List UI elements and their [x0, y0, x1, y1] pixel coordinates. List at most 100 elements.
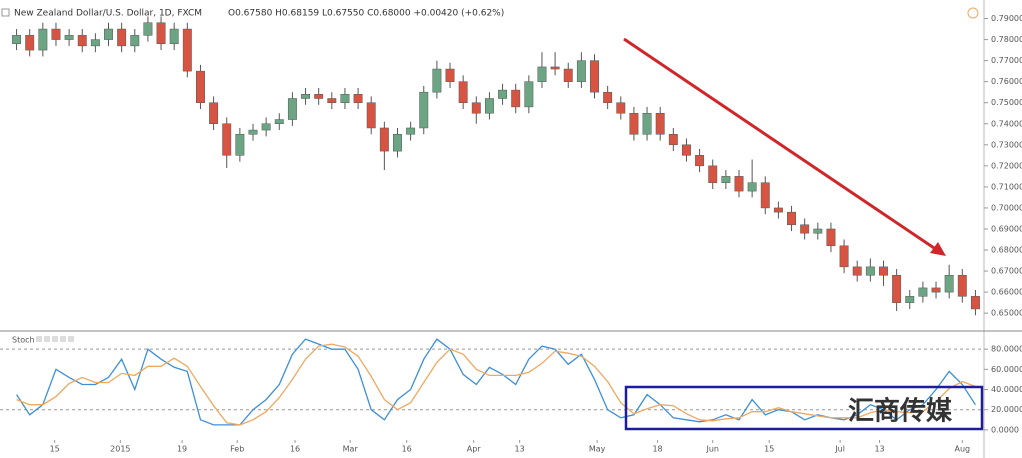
x-tick-label: 19: [177, 445, 187, 454]
candle-body: [918, 287, 928, 297]
y-tick-label: 80.0000: [991, 345, 1022, 354]
x-tick-label: Mar: [343, 445, 359, 454]
candle-body: [944, 275, 954, 293]
candle-body: [642, 112, 652, 135]
x-tick-label: Jun: [705, 445, 719, 454]
candle-body: [734, 176, 744, 192]
y-tick-label: 0.70000: [991, 203, 1022, 212]
y-tick-label: 0.78000: [991, 35, 1022, 44]
y-tick-label: 0.79000: [991, 14, 1022, 23]
candle-body: [235, 134, 245, 156]
y-tick-label: 60.0000: [991, 365, 1022, 374]
menu-icon[interactable]: [1, 8, 10, 17]
candle-body: [668, 134, 678, 146]
x-tick-label: Apr: [467, 445, 482, 454]
candle-body: [892, 275, 902, 303]
x-tick-label: 13: [874, 445, 884, 454]
y-tick-label: 0.65000: [991, 309, 1022, 318]
y-tick-label: 0.73000: [991, 140, 1022, 149]
x-tick-label: Aug: [954, 445, 970, 454]
info-icon[interactable]: [967, 7, 979, 19]
candle-body: [366, 102, 376, 129]
x-tick-label: 15: [50, 445, 60, 454]
candle-body: [287, 98, 297, 120]
trend-arrow: [623, 37, 941, 254]
y-tick-label: 0.77000: [991, 56, 1022, 65]
candle-body: [90, 39, 100, 47]
candle-body: [222, 123, 232, 156]
stoch-line: [16, 343, 976, 426]
y-tick-label: 0.72000: [991, 161, 1022, 170]
y-tick-label: 0.66000: [991, 288, 1022, 297]
candle-body: [38, 28, 48, 51]
candle-body: [852, 266, 862, 276]
candle-body: [760, 182, 770, 209]
candle-body: [484, 98, 494, 114]
candle-body: [301, 94, 310, 99]
highlight-box: [624, 385, 984, 431]
y-tick-label: 0.68000: [991, 246, 1022, 255]
candle-body: [261, 123, 271, 131]
candle-body: [931, 287, 941, 293]
candle-body: [143, 22, 153, 36]
y-tick-label: 0.69000: [991, 224, 1022, 233]
x-tick-label: May: [589, 445, 606, 454]
x-tick-label: Feb: [230, 445, 244, 454]
x-tick-label: 18: [652, 445, 662, 454]
candle-body: [695, 155, 705, 167]
y-tick-label: 0.76000: [991, 77, 1022, 86]
candle-body: [563, 68, 573, 82]
candle-body: [340, 94, 350, 103]
y-tick-label: 0.67000: [991, 267, 1022, 276]
candle-body: [12, 35, 22, 45]
candle-body: [51, 28, 61, 40]
indicator-title: Stoch: [12, 336, 35, 345]
candle-body: [616, 102, 626, 114]
indicator-controls[interactable]: [36, 336, 74, 342]
candle-body: [576, 60, 586, 82]
candle-body: [274, 119, 284, 125]
candle-body: [708, 165, 718, 183]
candle-body: [25, 35, 35, 51]
candle-body: [209, 102, 219, 125]
candle-body: [327, 98, 337, 103]
candle-body: [511, 89, 521, 108]
x-tick-label: 13: [515, 445, 525, 454]
watermark: 汇商传媒: [848, 396, 953, 427]
ohlc-readout: O0.67580 H0.68159 L0.67550 C0.68000 +0.0…: [228, 9, 504, 19]
y-tick-label: 40.0000: [991, 385, 1022, 394]
candle-body: [248, 129, 258, 135]
y-tick-label: 0.0000: [991, 425, 1019, 434]
candle-body: [182, 28, 192, 72]
candle-body: [314, 94, 324, 99]
trend-arrowhead: [930, 242, 946, 256]
candle-body: [629, 112, 639, 135]
candle-body: [498, 89, 508, 99]
candle-body: [655, 112, 665, 135]
candle-body: [839, 245, 849, 268]
candle-body: [813, 228, 823, 234]
candle-body: [406, 127, 416, 135]
candle-body: [865, 266, 875, 276]
candle-body: [970, 296, 980, 310]
candle-body: [445, 68, 455, 82]
candle-body: [879, 266, 888, 276]
x-tick-label: 16: [290, 445, 300, 454]
candle-body: [603, 91, 613, 103]
y-tick-label: 0.75000: [991, 98, 1022, 107]
candle-body: [130, 35, 140, 47]
candle-body: [196, 70, 205, 103]
candle-body: [524, 81, 534, 108]
candle-body: [471, 102, 481, 114]
candle-body: [77, 35, 87, 47]
y-tick-label: 0.74000: [991, 119, 1022, 128]
candle-body: [117, 28, 127, 47]
candle-body: [432, 68, 442, 93]
y-tick-label: 0.71000: [991, 182, 1022, 191]
candle-body: [458, 81, 468, 103]
candle-body: [379, 127, 389, 152]
x-tick-label: 16: [402, 445, 412, 454]
candle-body: [64, 35, 74, 40]
